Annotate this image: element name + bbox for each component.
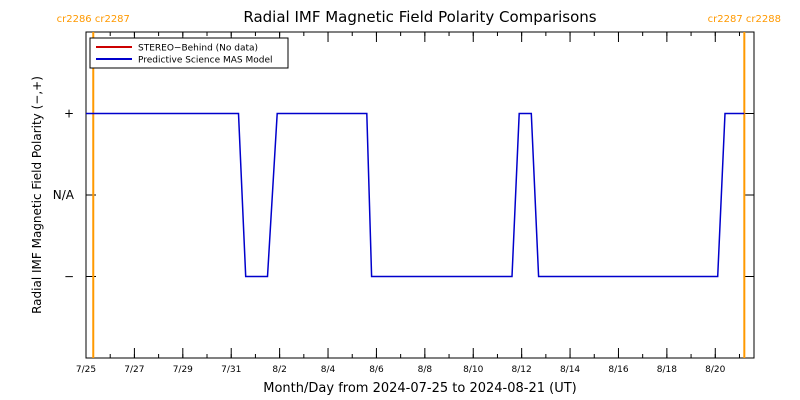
- x-tick-label: 8/8: [418, 365, 433, 375]
- x-axis-label: Month/Day from 2024-07-25 to 2024-08-21 …: [263, 381, 576, 396]
- x-tick-label: 8/14: [560, 365, 580, 375]
- chart-title: Radial IMF Magnetic Field Polarity Compa…: [243, 8, 596, 26]
- x-tick-label: 8/20: [705, 365, 725, 375]
- x-tick-label: 7/29: [173, 365, 193, 375]
- carrington-marker-label: cr2286 cr2287: [57, 14, 130, 25]
- x-tick-label: 8/6: [369, 365, 384, 375]
- x-tick-label: 7/31: [221, 365, 241, 375]
- x-tick-label: 8/2: [272, 365, 286, 375]
- y-tick-label: +: [64, 107, 74, 121]
- y-tick-label: N/A: [53, 188, 75, 202]
- series-line: [86, 112, 745, 278]
- x-tick-label: 8/12: [512, 365, 532, 375]
- y-axis-label: Radial IMF Magnetic Field Polarity (−,+): [30, 76, 44, 314]
- legend-label: STEREO−Behind (No data): [138, 44, 258, 54]
- x-tick-label: 8/10: [463, 365, 483, 375]
- legend-box: [89, 37, 289, 69]
- carrington-marker-label: cr2287 cr2288: [708, 14, 781, 25]
- x-tick-label: 7/27: [124, 365, 144, 375]
- legend: STEREO−Behind (No data) Predictive Scienc…: [89, 37, 289, 69]
- x-tick-label: 8/16: [608, 365, 628, 375]
- y-tick-label: −: [64, 270, 74, 284]
- legend-label: Predictive Science MAS Model: [138, 56, 273, 66]
- x-tick-label: 8/18: [657, 365, 677, 375]
- x-tick-label: 8/4: [321, 365, 336, 375]
- plot-frame: [85, 31, 755, 359]
- x-tick-label: 7/25: [76, 365, 96, 375]
